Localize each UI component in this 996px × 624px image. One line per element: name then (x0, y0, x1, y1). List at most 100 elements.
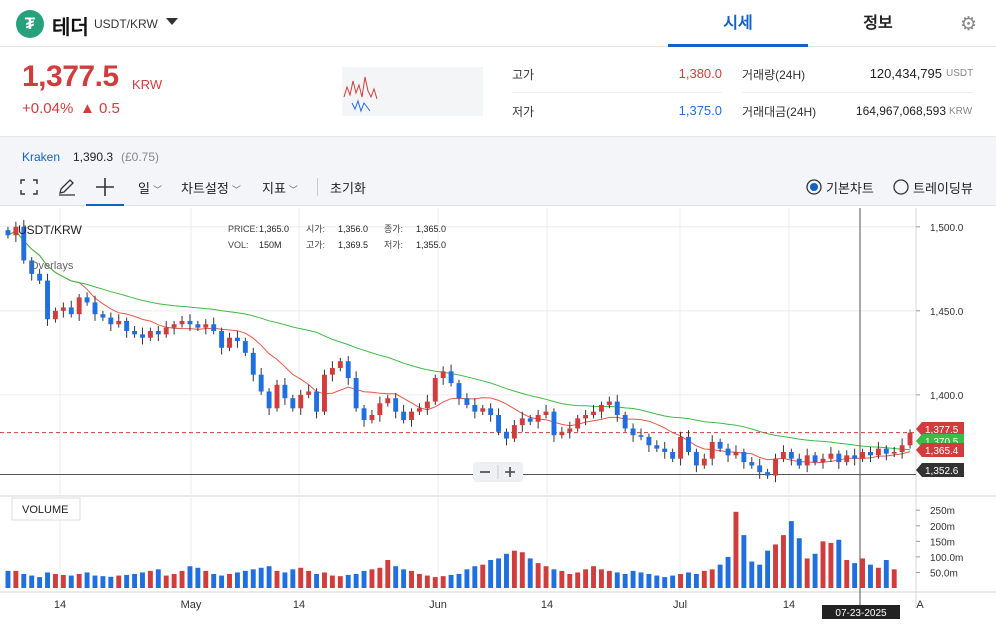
volume-bar (416, 574, 422, 588)
radio-checked-icon[interactable] (806, 179, 822, 195)
volume-bar (52, 574, 58, 588)
candle-body (464, 398, 470, 405)
coin-name[interactable]: 테더 (52, 17, 89, 39)
coin-pair[interactable]: USDT/KRW (94, 17, 158, 31)
candle-body (314, 391, 320, 412)
volume-bar (132, 574, 138, 588)
volume-bar (45, 572, 50, 588)
volume-bar (844, 560, 850, 588)
amount-unit: KRW (949, 106, 973, 117)
candle-body (13, 226, 19, 236)
volume-bar (282, 572, 288, 588)
ma-long-line (7, 230, 911, 451)
crosshair-tool[interactable] (86, 168, 124, 206)
candle-body (504, 431, 509, 439)
sparkline-line-red (343, 76, 378, 100)
volume-bar (140, 572, 145, 588)
volume-bar (108, 576, 114, 588)
volume-bar (780, 535, 786, 588)
candle-body (868, 451, 873, 456)
volume-bar (345, 574, 351, 588)
chart-toolbar (0, 168, 996, 206)
overlays-label[interactable]: Overlays (30, 260, 74, 272)
volume-bar (353, 574, 359, 588)
candle-body (424, 401, 430, 409)
candle-body (140, 334, 145, 338)
volume-bar (5, 570, 11, 588)
candle-body (92, 302, 98, 315)
candle-body (242, 341, 248, 353)
candle-body (329, 367, 335, 375)
volume-bar (519, 552, 525, 588)
tab-price[interactable]: 시세 (668, 0, 808, 47)
candle-body (416, 408, 422, 412)
volume-bar (614, 572, 620, 588)
candle-body (29, 260, 35, 274)
chart-settings-menu[interactable]: 차트설정 ﹀ (181, 178, 241, 197)
ma-short-tag-bg (916, 443, 964, 457)
candles (5, 220, 913, 483)
candle-body (345, 361, 351, 379)
basic-chart-option[interactable]: 기본차트 (826, 181, 874, 196)
volume-bar (472, 566, 478, 588)
candle-body (37, 273, 43, 281)
volume-bar (606, 570, 612, 588)
candle-body (733, 451, 739, 456)
candle-body (409, 411, 414, 421)
volume-bar (583, 569, 589, 588)
legend-high: 1,369.5 (338, 240, 368, 250)
trading-view-option[interactable]: 트레이딩뷰 (913, 181, 973, 196)
price-chart[interactable]: 14 May 14 Jun 14 Jul 14 A 1,500.0 1,450.0 1,400.0 2… (0, 208, 996, 624)
price-unit: KRW (132, 77, 163, 92)
last-price-tag: 1,377.5 (925, 425, 959, 436)
fullscreen-icon[interactable] (20, 179, 38, 195)
kraken-band (0, 136, 996, 168)
price-panel (0, 208, 996, 496)
volume-bar (37, 577, 43, 588)
volume-bar (788, 521, 794, 588)
volume-bar (29, 575, 35, 588)
candle-body (820, 458, 826, 463)
zoom-in-icon[interactable] (505, 467, 515, 477)
kraken-label[interactable]: Kraken (22, 150, 61, 164)
legend-open-label: 시가: (306, 224, 325, 234)
reset-button[interactable]: 초기화 (330, 181, 366, 196)
volume-bar (804, 558, 810, 588)
indicators-menu[interactable]: 지표 ﹀ (262, 178, 298, 197)
chevron-down-icon: ﹀ (231, 185, 241, 195)
volume-bar (13, 570, 19, 588)
pencil-icon[interactable] (57, 178, 77, 196)
volume-unit: USDT (946, 68, 974, 79)
tab-info[interactable]: 정보 (863, 15, 893, 32)
candle-body (195, 324, 201, 328)
legend-low: 1,355.0 (416, 240, 446, 250)
candle-body (678, 436, 684, 459)
chevron-down-icon[interactable] (166, 18, 178, 25)
radio-unchecked-icon[interactable] (893, 179, 909, 195)
candle-body (646, 436, 652, 446)
volume-bar (622, 574, 628, 588)
interval-select[interactable]: 일 ﹀ (138, 178, 162, 197)
candle-body (496, 415, 502, 432)
volume-bar (852, 563, 858, 588)
candle-body (812, 455, 818, 463)
candle-body (725, 448, 731, 456)
candle-body (828, 453, 834, 459)
volume-bar (567, 574, 573, 588)
candle-body (891, 451, 897, 454)
volume-bar (504, 553, 509, 588)
candle-body (274, 384, 280, 409)
candle-body (488, 408, 494, 416)
x-tick-label: 14 (293, 599, 305, 611)
candle-body (804, 455, 810, 466)
candle-body (717, 441, 723, 449)
candle-body (306, 391, 312, 395)
candle-body (250, 352, 256, 375)
legend-high-label: 고가: (306, 240, 325, 250)
gear-icon[interactable]: ⚙ (960, 14, 978, 35)
y-tick-label: 1,500.0 (930, 223, 964, 234)
volume-bar (266, 566, 272, 588)
volume-bar (290, 569, 296, 588)
candle-body (322, 374, 327, 412)
last-price-tag-bg (916, 422, 964, 436)
